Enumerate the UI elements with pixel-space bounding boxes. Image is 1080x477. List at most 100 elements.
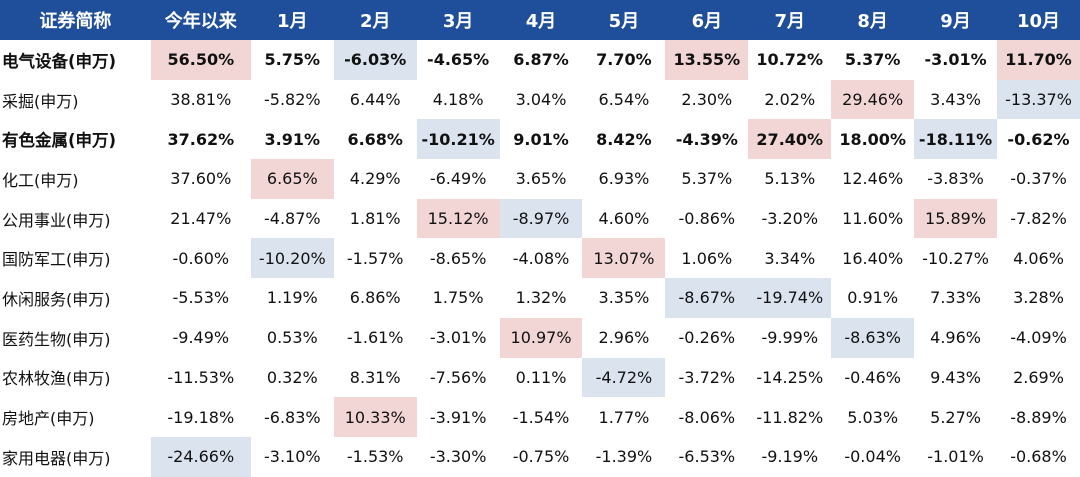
table-cell: -4.39% (675, 129, 738, 149)
table-cell: -14.25% (756, 367, 824, 387)
table-cell: 8.42% (596, 129, 652, 149)
table-row: 休闲服务(申万) -5.53% 1.19% 6.86% 1.75% 1.32% 3.35% -… (0, 278, 1080, 318)
table-cell: 7.33% (930, 288, 981, 308)
column-header: 4月 (525, 11, 557, 32)
table-cell: -6.49% (429, 169, 487, 189)
table-cell: 1.19% (266, 288, 318, 308)
table-cell: -5.82% (264, 90, 321, 110)
table-row: 国防军工(申万) -0.60% -10.20% -1.57% -8.65% -4.08% 1… (0, 238, 1080, 279)
table-row: 医药生物(申万) -9.49% 0.53% -1.61% -3.01% 10.97% 2.9… (0, 317, 1080, 358)
table-body: 电气设备(申万) 56.50% 5.75% -6.03% -4.65% 6.87% 7.70… (0, 40, 1080, 477)
table-cell: 3.91% (264, 129, 321, 149)
table-cell: 1.06% (681, 248, 733, 268)
row-name: 医药生物(申万) (2, 329, 111, 349)
table-cell: 6.44% (349, 90, 401, 110)
table-cell: 0.32% (266, 367, 318, 387)
column-header: 今年以来 (164, 11, 237, 32)
table-cell: -4.08% (512, 248, 570, 268)
table-cell: -1.53% (346, 447, 404, 467)
table-cell: 4.96% (930, 328, 981, 348)
table-cell: -8.63% (831, 317, 915, 358)
table-cell: -6.83% (264, 407, 321, 427)
table-cell: -9.49% (172, 328, 230, 348)
column-header: 5月 (608, 11, 640, 32)
column-header: 7月 (774, 11, 806, 32)
table-cell: 5.37% (844, 50, 901, 70)
table-cell: 5.27% (930, 407, 981, 427)
table-cell: 18.00% (839, 129, 906, 149)
table-cell: 5.13% (764, 169, 816, 189)
table-cell: -10.27% (922, 248, 989, 268)
table-cell: -3.10% (264, 447, 321, 467)
table-cell: 12.46% (842, 169, 904, 189)
row-name: 房地产(申万) (2, 409, 95, 429)
table-cell: -19.74% (748, 278, 832, 318)
table-cell: 1.77% (598, 407, 650, 427)
table-cell: 27.40% (748, 119, 832, 160)
table-cell: 38.81% (170, 90, 232, 110)
table-cell: 6.65% (250, 159, 334, 199)
table-cell: 1.81% (349, 209, 401, 229)
table-cell: -3.30% (429, 447, 487, 467)
table-cell: 7.70% (596, 50, 652, 70)
table-cell: -0.86% (678, 209, 736, 229)
table-cell: -19.18% (167, 407, 235, 427)
row-name: 公用事业(申万) (2, 210, 111, 230)
table-cell: -3.01% (924, 50, 987, 70)
table-cell: 29.46% (831, 79, 915, 120)
table-cell: 6.54% (598, 90, 650, 110)
table-cell: 15.89% (914, 198, 998, 239)
table-cell: -0.75% (512, 447, 570, 467)
row-name: 有色金属(申万) (2, 131, 117, 151)
table-cell: -24.66% (150, 436, 251, 477)
table-cell: -6.53% (678, 447, 736, 467)
table-cell: 0.53% (266, 328, 318, 348)
table-cell: 37.60% (170, 169, 232, 189)
table-row: 电气设备(申万) 56.50% 5.75% -6.03% -4.65% 6.87% 7.70… (0, 40, 1080, 80)
table-row: 化工(申万) 37.60% 6.65% 4.29% -6.49% 3.65% 6.93% 5.… (0, 159, 1080, 199)
table-cell: 2.30% (681, 90, 733, 110)
table-cell: 6.93% (598, 169, 650, 189)
table-cell: 6.86% (349, 288, 401, 308)
table-header: 证券简称 今年以来 1月 2月 3月 4月 5月 6月 7月 8月 9月 10月 (0, 0, 1080, 40)
table-cell: 10.72% (756, 50, 824, 70)
row-name: 化工(申万) (2, 170, 79, 190)
table-cell: 56.50% (150, 40, 251, 80)
table-cell: -5.53% (172, 288, 230, 308)
column-header: 2月 (359, 11, 391, 32)
table-cell: 3.04% (515, 90, 567, 110)
table-cell: 3.28% (1013, 288, 1064, 308)
table-cell: -0.37% (1010, 169, 1067, 189)
table-cell: 5.75% (264, 50, 321, 70)
table-cell: 6.68% (347, 129, 403, 149)
row-name: 国防军工(申万) (2, 250, 111, 270)
table-cell: 37.62% (167, 129, 235, 149)
table-cell: 1.75% (432, 288, 484, 308)
table-row: 有色金属(申万) 37.62% 3.91% 6.68% -10.21% 9.01% 8.42… (0, 119, 1080, 160)
table-cell: 8.31% (349, 367, 401, 387)
table-cell: 15.12% (416, 198, 500, 239)
table-cell: 13.07% (582, 238, 666, 279)
table-cell: 16.40% (842, 248, 904, 268)
row-name: 采掘(申万) (2, 91, 79, 111)
table-cell: -1.01% (927, 447, 984, 467)
column-header: 10月 (1016, 11, 1061, 32)
table-cell: -4.87% (264, 209, 321, 229)
table-cell: -3.91% (429, 407, 487, 427)
table-cell: -18.11% (914, 119, 998, 160)
table-cell: 1.32% (515, 288, 567, 308)
column-header: 8月 (857, 11, 888, 32)
table-cell: 4.29% (349, 169, 401, 189)
table-cell: 11.60% (842, 209, 904, 229)
table-cell: -9.19% (761, 447, 819, 467)
table-cell: -1.57% (346, 248, 404, 268)
table-cell: -8.67% (665, 278, 749, 318)
table-cell: 6.87% (513, 50, 569, 70)
table-cell: 9.43% (930, 367, 981, 387)
table-row: 采掘(申万) 38.81% -5.82% 6.44% 4.18% 3.04% 6.54% 2.… (0, 79, 1080, 120)
table-cell: -6.03% (333, 40, 417, 80)
table-cell: -0.04% (844, 447, 901, 467)
table-cell: -3.01% (429, 328, 487, 348)
table-cell: -9.99% (761, 328, 819, 348)
